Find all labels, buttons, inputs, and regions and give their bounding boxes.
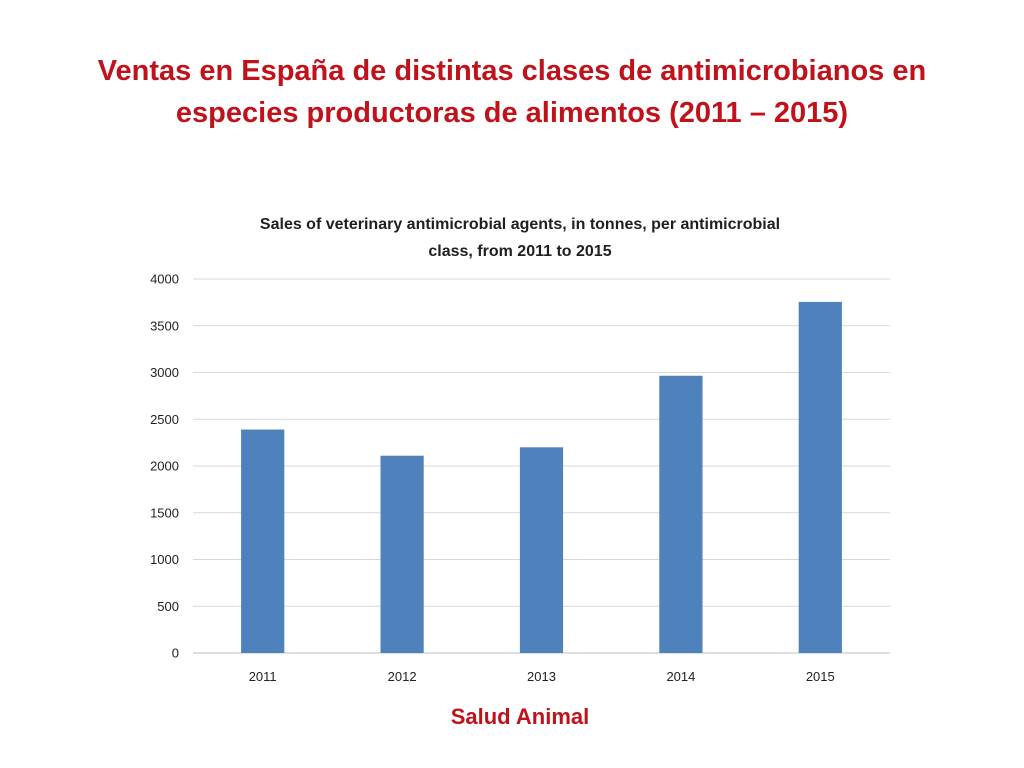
x-tick-label: 2011 <box>249 669 277 684</box>
y-tick-label: 3000 <box>150 365 179 380</box>
y-tick-label: 1000 <box>150 552 179 567</box>
y-axis-ticks: 0 500 1000 1500 2000 2500 3000 3500 4000 <box>150 272 179 661</box>
slide-title: Ventas en España de distintas clases de … <box>97 55 927 129</box>
chart-title-line-2: class, from 2011 to 2015 <box>428 243 611 260</box>
bar-chart: Sales of veterinary antimicrobial agents… <box>150 216 890 684</box>
footer-label: Salud Animal <box>450 704 590 729</box>
bar-2015 <box>798 301 842 653</box>
y-tick-label: 0 <box>172 646 179 661</box>
y-tick-label: 2500 <box>150 412 179 427</box>
y-tick-label: 3500 <box>150 318 179 333</box>
x-tick-label: 2013 <box>527 669 556 684</box>
bar-2014 <box>659 375 703 653</box>
bar-2011 <box>241 429 285 653</box>
x-tick-label: 2012 <box>388 669 417 684</box>
y-tick-label: 500 <box>157 599 179 614</box>
x-tick-label: 2015 <box>806 669 835 684</box>
bar-2013 <box>519 447 564 653</box>
chart-title-line-1: Sales of veterinary antimicrobial agents… <box>260 216 780 233</box>
x-axis-ticks: 2011 2012 2013 2014 2015 <box>249 669 835 684</box>
bar-2012 <box>380 455 424 653</box>
bars <box>241 301 842 653</box>
y-tick-label: 2000 <box>150 459 179 474</box>
x-tick-label: 2014 <box>666 669 695 684</box>
y-tick-label: 4000 <box>150 272 179 287</box>
y-tick-label: 1500 <box>150 505 179 520</box>
